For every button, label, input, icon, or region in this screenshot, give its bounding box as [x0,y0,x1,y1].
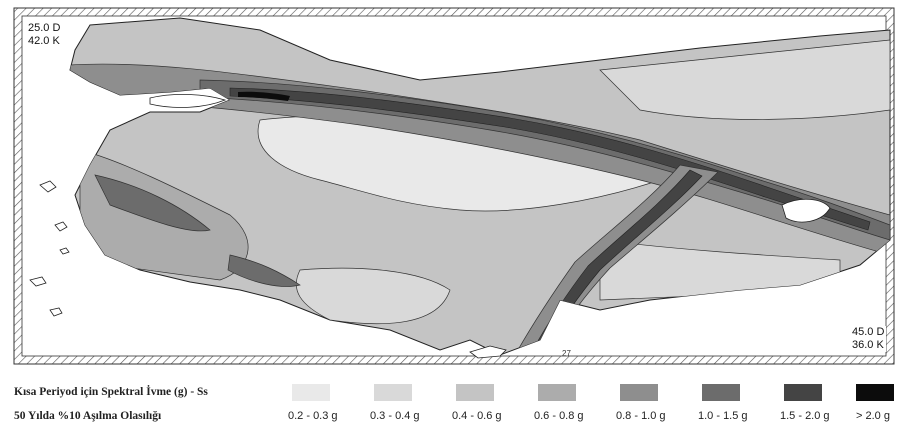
legend-range-2: 0.3 - 0.4 g [370,410,420,422]
legend-swatch-7 [784,384,822,401]
legend-title: Kısa Periyod için Spektral İvme (g) - Ss [14,386,208,398]
legend-swatch-2 [374,384,412,401]
turkey-landmass [29,17,891,359]
legend-range-5: 0.8 - 1.0 g [616,410,666,422]
coordinate-lon-top-left: 25.0 D [28,22,61,34]
legend-swatch-5 [620,384,658,401]
legend-range-7: 1.5 - 2.0 g [780,410,830,422]
zone-high-west-2 [227,254,301,287]
legend-swatch-3 [456,384,494,401]
legend-range-4: 0.6 - 0.8 g [534,410,584,422]
legend-range-6: 1.0 - 1.5 g [698,410,748,422]
zone-naf-peak [238,91,290,101]
zone-naf-core [229,87,871,231]
coordinate-lon-bottom-right: 45.0 D [852,326,885,338]
legend-swatch-6 [702,384,740,401]
legend-swatch-1 [292,384,330,401]
marmara-sea [149,93,227,108]
coordinate-lat-bottom-right: 36.0 K [852,339,884,351]
zone-eaf-core [529,169,703,355]
cyprus-outline [469,345,507,359]
coordinate-top-left: 25.0 D 42.0 K [26,22,63,48]
tiny-map-label: 27 [562,349,571,358]
zone-high-west-1 [94,174,211,232]
aegean-islands [29,180,70,317]
legend-subtitle: 50 Yılda %10 Aşılma Olasılığı [14,410,162,422]
zone-naf-outer [70,63,890,256]
van-lake [781,198,831,223]
legend-range-1: 0.2 - 0.3 g [288,410,338,422]
coordinate-lat-top-left: 42.0 K [28,35,60,47]
seismic-hazard-map: 27 [13,7,895,365]
legend-range-8: > 2.0 g [856,410,890,422]
zone-low-south [295,267,451,325]
zone-low-northeast [599,39,890,120]
legend-range-3: 0.4 - 0.6 g [452,410,502,422]
coordinate-bottom-right: 45.0 D 36.0 K [850,326,887,352]
legend-swatch-4 [538,384,576,401]
legend-swatch-8 [856,384,894,401]
